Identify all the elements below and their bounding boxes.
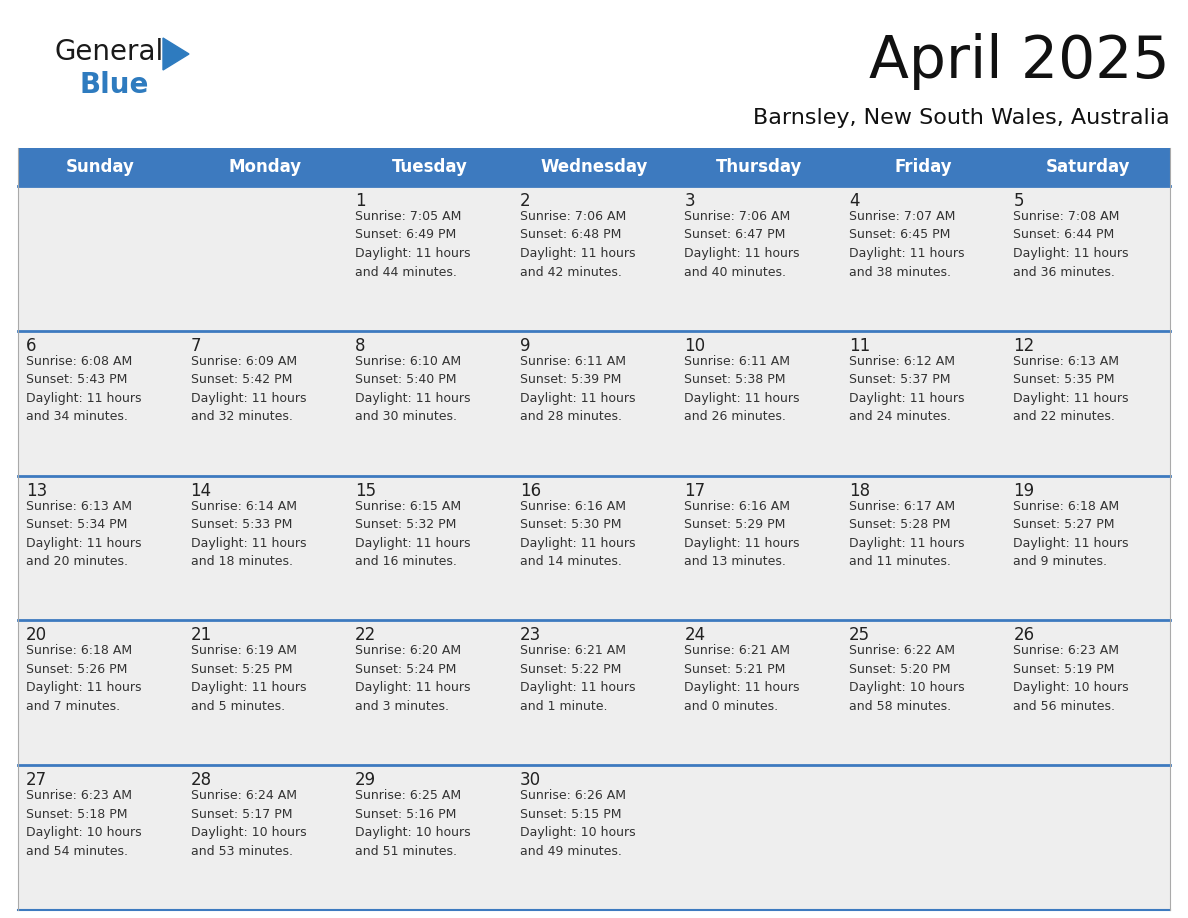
Text: 1: 1: [355, 192, 366, 210]
Text: Sunrise: 6:16 AM
Sunset: 5:30 PM
Daylight: 11 hours
and 14 minutes.: Sunrise: 6:16 AM Sunset: 5:30 PM Dayligh…: [519, 499, 636, 568]
Text: 10: 10: [684, 337, 706, 354]
Text: 23: 23: [519, 626, 541, 644]
Polygon shape: [163, 38, 189, 70]
Bar: [18, 476, 1170, 621]
Text: Sunrise: 6:22 AM
Sunset: 5:20 PM
Daylight: 10 hours
and 58 minutes.: Sunrise: 6:22 AM Sunset: 5:20 PM Dayligh…: [849, 644, 965, 713]
Bar: [18, 766, 1170, 910]
Text: 9: 9: [519, 337, 530, 354]
Text: 16: 16: [519, 482, 541, 499]
Text: Sunrise: 6:16 AM
Sunset: 5:29 PM
Daylight: 11 hours
and 13 minutes.: Sunrise: 6:16 AM Sunset: 5:29 PM Dayligh…: [684, 499, 800, 568]
Text: 6: 6: [26, 337, 37, 354]
Text: Sunrise: 7:06 AM
Sunset: 6:47 PM
Daylight: 11 hours
and 40 minutes.: Sunrise: 7:06 AM Sunset: 6:47 PM Dayligh…: [684, 210, 800, 278]
Text: Sunrise: 6:21 AM
Sunset: 5:22 PM
Daylight: 11 hours
and 1 minute.: Sunrise: 6:21 AM Sunset: 5:22 PM Dayligh…: [519, 644, 636, 713]
Text: 18: 18: [849, 482, 870, 499]
Text: 19: 19: [1013, 482, 1035, 499]
Text: 8: 8: [355, 337, 366, 354]
Text: Friday: Friday: [895, 158, 952, 176]
Text: 21: 21: [190, 626, 211, 644]
Text: Sunrise: 6:26 AM
Sunset: 5:15 PM
Daylight: 10 hours
and 49 minutes.: Sunrise: 6:26 AM Sunset: 5:15 PM Dayligh…: [519, 789, 636, 857]
Text: Sunrise: 6:10 AM
Sunset: 5:40 PM
Daylight: 11 hours
and 30 minutes.: Sunrise: 6:10 AM Sunset: 5:40 PM Dayligh…: [355, 354, 470, 423]
Text: Tuesday: Tuesday: [392, 158, 467, 176]
Text: General: General: [55, 38, 164, 66]
Text: 11: 11: [849, 337, 870, 354]
Text: 17: 17: [684, 482, 706, 499]
Text: Sunday: Sunday: [65, 158, 134, 176]
Text: 30: 30: [519, 771, 541, 789]
Text: 2: 2: [519, 192, 530, 210]
Text: Sunrise: 6:13 AM
Sunset: 5:34 PM
Daylight: 11 hours
and 20 minutes.: Sunrise: 6:13 AM Sunset: 5:34 PM Dayligh…: [26, 499, 141, 568]
Text: Sunrise: 6:21 AM
Sunset: 5:21 PM
Daylight: 11 hours
and 0 minutes.: Sunrise: 6:21 AM Sunset: 5:21 PM Dayligh…: [684, 644, 800, 713]
Text: Sunrise: 6:23 AM
Sunset: 5:18 PM
Daylight: 10 hours
and 54 minutes.: Sunrise: 6:23 AM Sunset: 5:18 PM Dayligh…: [26, 789, 141, 857]
Text: Sunrise: 6:18 AM
Sunset: 5:27 PM
Daylight: 11 hours
and 9 minutes.: Sunrise: 6:18 AM Sunset: 5:27 PM Dayligh…: [1013, 499, 1129, 568]
Text: Sunrise: 6:19 AM
Sunset: 5:25 PM
Daylight: 11 hours
and 5 minutes.: Sunrise: 6:19 AM Sunset: 5:25 PM Dayligh…: [190, 644, 307, 713]
Text: Sunrise: 6:23 AM
Sunset: 5:19 PM
Daylight: 10 hours
and 56 minutes.: Sunrise: 6:23 AM Sunset: 5:19 PM Dayligh…: [1013, 644, 1129, 713]
Text: Sunrise: 6:09 AM
Sunset: 5:42 PM
Daylight: 11 hours
and 32 minutes.: Sunrise: 6:09 AM Sunset: 5:42 PM Dayligh…: [190, 354, 307, 423]
Text: Sunrise: 6:18 AM
Sunset: 5:26 PM
Daylight: 11 hours
and 7 minutes.: Sunrise: 6:18 AM Sunset: 5:26 PM Dayligh…: [26, 644, 141, 713]
Text: 29: 29: [355, 771, 377, 789]
Text: 12: 12: [1013, 337, 1035, 354]
Text: 22: 22: [355, 626, 377, 644]
Text: Monday: Monday: [228, 158, 302, 176]
Text: 20: 20: [26, 626, 48, 644]
Text: Wednesday: Wednesday: [541, 158, 647, 176]
Text: 15: 15: [355, 482, 377, 499]
Text: Sunrise: 7:07 AM
Sunset: 6:45 PM
Daylight: 11 hours
and 38 minutes.: Sunrise: 7:07 AM Sunset: 6:45 PM Dayligh…: [849, 210, 965, 278]
Text: Sunrise: 6:08 AM
Sunset: 5:43 PM
Daylight: 11 hours
and 34 minutes.: Sunrise: 6:08 AM Sunset: 5:43 PM Dayligh…: [26, 354, 141, 423]
Bar: [18, 148, 1170, 186]
Text: 24: 24: [684, 626, 706, 644]
Text: Sunrise: 6:20 AM
Sunset: 5:24 PM
Daylight: 11 hours
and 3 minutes.: Sunrise: 6:20 AM Sunset: 5:24 PM Dayligh…: [355, 644, 470, 713]
Text: 28: 28: [190, 771, 211, 789]
Text: 26: 26: [1013, 626, 1035, 644]
Text: Sunrise: 6:25 AM
Sunset: 5:16 PM
Daylight: 10 hours
and 51 minutes.: Sunrise: 6:25 AM Sunset: 5:16 PM Dayligh…: [355, 789, 470, 857]
Text: 5: 5: [1013, 192, 1024, 210]
Text: Sunrise: 6:12 AM
Sunset: 5:37 PM
Daylight: 11 hours
and 24 minutes.: Sunrise: 6:12 AM Sunset: 5:37 PM Dayligh…: [849, 354, 965, 423]
Text: Sunrise: 6:14 AM
Sunset: 5:33 PM
Daylight: 11 hours
and 18 minutes.: Sunrise: 6:14 AM Sunset: 5:33 PM Dayligh…: [190, 499, 307, 568]
Text: Barnsley, New South Wales, Australia: Barnsley, New South Wales, Australia: [753, 108, 1170, 128]
Text: Saturday: Saturday: [1045, 158, 1130, 176]
Text: Sunrise: 6:15 AM
Sunset: 5:32 PM
Daylight: 11 hours
and 16 minutes.: Sunrise: 6:15 AM Sunset: 5:32 PM Dayligh…: [355, 499, 470, 568]
Text: Sunrise: 7:08 AM
Sunset: 6:44 PM
Daylight: 11 hours
and 36 minutes.: Sunrise: 7:08 AM Sunset: 6:44 PM Dayligh…: [1013, 210, 1129, 278]
Text: Sunrise: 6:13 AM
Sunset: 5:35 PM
Daylight: 11 hours
and 22 minutes.: Sunrise: 6:13 AM Sunset: 5:35 PM Dayligh…: [1013, 354, 1129, 423]
Text: Sunrise: 6:24 AM
Sunset: 5:17 PM
Daylight: 10 hours
and 53 minutes.: Sunrise: 6:24 AM Sunset: 5:17 PM Dayligh…: [190, 789, 307, 857]
Text: 3: 3: [684, 192, 695, 210]
Text: 7: 7: [190, 337, 201, 354]
Text: Sunrise: 6:11 AM
Sunset: 5:38 PM
Daylight: 11 hours
and 26 minutes.: Sunrise: 6:11 AM Sunset: 5:38 PM Dayligh…: [684, 354, 800, 423]
Bar: [18, 621, 1170, 766]
Text: Sunrise: 6:17 AM
Sunset: 5:28 PM
Daylight: 11 hours
and 11 minutes.: Sunrise: 6:17 AM Sunset: 5:28 PM Dayligh…: [849, 499, 965, 568]
Text: 27: 27: [26, 771, 48, 789]
Text: Thursday: Thursday: [715, 158, 802, 176]
Text: Sunrise: 7:05 AM
Sunset: 6:49 PM
Daylight: 11 hours
and 44 minutes.: Sunrise: 7:05 AM Sunset: 6:49 PM Dayligh…: [355, 210, 470, 278]
Text: April 2025: April 2025: [870, 33, 1170, 91]
Bar: [18, 330, 1170, 476]
Bar: [18, 186, 1170, 330]
Text: 4: 4: [849, 192, 859, 210]
Text: Sunrise: 7:06 AM
Sunset: 6:48 PM
Daylight: 11 hours
and 42 minutes.: Sunrise: 7:06 AM Sunset: 6:48 PM Dayligh…: [519, 210, 636, 278]
Text: Blue: Blue: [80, 71, 150, 99]
Text: 25: 25: [849, 626, 870, 644]
Text: 13: 13: [26, 482, 48, 499]
Text: Sunrise: 6:11 AM
Sunset: 5:39 PM
Daylight: 11 hours
and 28 minutes.: Sunrise: 6:11 AM Sunset: 5:39 PM Dayligh…: [519, 354, 636, 423]
Text: 14: 14: [190, 482, 211, 499]
